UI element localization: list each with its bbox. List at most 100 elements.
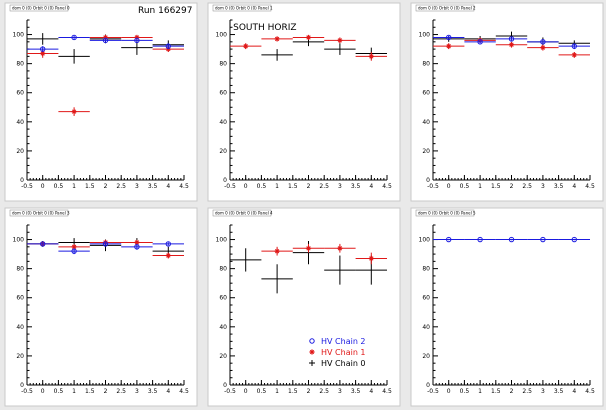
marker-star-d2: [306, 246, 311, 251]
y-tick-label: 60: [219, 90, 227, 97]
x-tick-label: 3: [541, 183, 545, 190]
plot-panel-4: dom 0 (0) Orbit 0 (0) Panel 402040608010…: [207, 207, 401, 407]
x-tick-label: 4.5: [179, 388, 189, 395]
y-tick-label: 60: [219, 295, 227, 302]
x-tick-label: 4.5: [179, 183, 189, 190]
data-point: [495, 236, 528, 243]
y-tick-label: 60: [16, 90, 24, 97]
marker-circle: [71, 34, 77, 41]
x-tick-label: 1: [275, 388, 279, 395]
marker-star-d2: [274, 36, 280, 42]
series-hv-chain-1: [261, 243, 387, 265]
y-tick-label: 100: [216, 32, 228, 39]
marker-star-d2: [369, 54, 374, 59]
series-hv-chain-0: [27, 33, 184, 64]
x-tick-label: 4: [369, 183, 373, 190]
marker-star-d2: [446, 44, 451, 49]
marker-circle: [134, 37, 140, 44]
series-hv-chain-2: [27, 241, 184, 255]
marker-circle: [540, 236, 546, 243]
data-point: [261, 246, 293, 256]
plot-pad: [207, 207, 401, 407]
x-tick-label: 4: [572, 388, 576, 395]
plot-annotation: SOUTH HORIZ: [233, 23, 296, 33]
data-point: [58, 34, 90, 41]
y-tick-label: 80: [219, 61, 227, 68]
marker-circle: [40, 241, 46, 247]
y-tick-label: 40: [219, 324, 227, 331]
plot-title: dom 0 (0) Orbit 0 (0) Panel 2: [418, 6, 476, 11]
x-tick-label: 2: [510, 388, 514, 395]
plot-title: dom 0 (0) Orbit 0 (0) Panel 4: [215, 211, 273, 216]
x-tick-label: 4: [369, 388, 373, 395]
plot-pad: [207, 2, 401, 202]
data-point: [58, 49, 90, 64]
x-tick-label: 0: [244, 388, 248, 395]
legend-item: HV Chain 2: [309, 337, 366, 346]
data-point: [230, 248, 262, 272]
y-tick-label: 100: [216, 237, 228, 244]
y-tick-label: 60: [422, 90, 430, 97]
y-tick-label: 60: [422, 295, 430, 302]
plot-pad: [4, 207, 198, 407]
marker-circle: [165, 241, 172, 247]
x-tick-label: 0: [447, 183, 451, 190]
plot-title-box: [9, 4, 69, 12]
data-point: [152, 43, 184, 50]
data-point: [433, 236, 465, 243]
y-tick-label: 100: [13, 32, 25, 39]
y-tick-label: 0: [426, 382, 430, 389]
x-tick-label: 4.5: [382, 183, 392, 190]
data-point: [464, 236, 496, 243]
data-point: [261, 36, 293, 42]
x-tick-label: 2.5: [116, 388, 126, 395]
marker-star-d2: [369, 256, 374, 261]
plot-title: dom 0 (0) Orbit 0 (0) Panel 1: [215, 6, 273, 11]
legend-marker-circle: [309, 338, 315, 344]
plot-panel-5: dom 0 (0) Orbit 0 (0) Panel 502040608010…: [410, 207, 604, 407]
x-tick-label: 2.5: [319, 388, 329, 395]
series-hv-chain-2: [433, 34, 590, 50]
y-tick-label: 0: [223, 177, 227, 184]
x-tick-label: 4.5: [585, 388, 595, 395]
data-point: [355, 252, 387, 265]
x-tick-label: 4.5: [382, 388, 392, 395]
y-tick-label: 0: [20, 382, 24, 389]
y-tick-label: 0: [223, 382, 227, 389]
x-tick-label: 0: [244, 183, 248, 190]
marker-circle: [508, 236, 515, 243]
data-point: [324, 37, 356, 44]
data-point: [324, 255, 356, 285]
marker-circle: [446, 34, 452, 41]
marker-circle: [40, 46, 46, 52]
x-tick-label: 1.5: [288, 183, 298, 190]
y-tick-label: 100: [419, 32, 431, 39]
x-tick-label: 3.5: [148, 388, 158, 395]
marker-circle: [71, 248, 77, 254]
x-tick-label: 1: [275, 183, 279, 190]
data-point: [89, 241, 122, 247]
data-point: [230, 43, 262, 50]
data-point: [324, 43, 356, 55]
data-point: [292, 243, 325, 253]
x-tick-label: -0.5: [224, 183, 236, 190]
plot-title-box: [415, 4, 475, 12]
x-tick-label: 3: [135, 388, 139, 395]
plot-grid: dom 0 (0) Orbit 0 (0) Panel 002040608010…: [4, 2, 604, 407]
x-tick-label: 1.5: [491, 183, 501, 190]
y-tick-label: 20: [16, 148, 24, 155]
x-tick-label: 3: [338, 183, 342, 190]
data-point: [261, 49, 293, 61]
data-point: [27, 33, 59, 45]
y-tick-label: 80: [16, 61, 24, 68]
x-tick-label: -0.5: [21, 183, 33, 190]
x-tick-label: 2: [510, 183, 514, 190]
x-tick-label: 3.5: [554, 183, 564, 190]
data-point: [324, 243, 356, 253]
marker-circle: [540, 39, 546, 45]
data-point: [292, 34, 325, 41]
y-tick-label: 20: [219, 148, 227, 155]
marker-circle: [571, 236, 577, 243]
data-point: [495, 41, 528, 48]
